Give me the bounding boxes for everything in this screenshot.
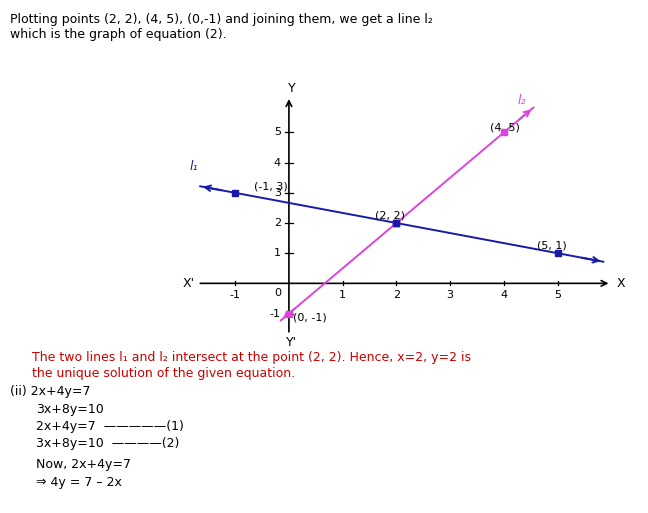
Text: Now, 2x+4y=7: Now, 2x+4y=7: [36, 458, 131, 470]
Text: (5, 1): (5, 1): [537, 241, 567, 251]
Text: 2: 2: [273, 218, 281, 228]
Text: 2x+4y=7  —————(1): 2x+4y=7 —————(1): [36, 420, 183, 432]
Text: -1: -1: [270, 308, 281, 319]
Text: which is the graph of equation (2).: which is the graph of equation (2).: [10, 28, 226, 41]
Text: 1: 1: [274, 248, 281, 258]
Text: 0: 0: [274, 288, 281, 298]
Text: 5: 5: [274, 127, 281, 137]
Text: 5: 5: [554, 290, 561, 300]
Text: l₂: l₂: [517, 94, 526, 107]
Text: 3: 3: [446, 290, 454, 300]
Text: ⇒ 4y = 7 – 2x: ⇒ 4y = 7 – 2x: [36, 476, 122, 489]
Text: The two lines l₁ and l₂ intersect at the point (2, 2). Hence, x=2, y=2 is: The two lines l₁ and l₂ intersect at the…: [32, 351, 471, 364]
Text: (0, -1): (0, -1): [293, 312, 327, 322]
Text: 4: 4: [273, 157, 281, 168]
Text: X': X': [183, 277, 195, 290]
Text: 3: 3: [274, 188, 281, 198]
Text: Y': Y': [286, 336, 297, 349]
Text: the unique solution of the given equation.: the unique solution of the given equatio…: [32, 367, 295, 380]
Text: (4, 5): (4, 5): [491, 123, 520, 133]
Text: 3x+8y=10: 3x+8y=10: [36, 403, 104, 416]
Text: Y: Y: [288, 82, 295, 95]
Text: l₁: l₁: [189, 160, 198, 173]
Text: 1: 1: [339, 290, 346, 300]
Text: Plotting points (2, 2), (4, 5), (0,-1) and joining them, we get a line l₂: Plotting points (2, 2), (4, 5), (0,-1) a…: [10, 13, 433, 26]
Text: (ii) 2x+4y=7: (ii) 2x+4y=7: [10, 385, 90, 398]
Text: X: X: [617, 277, 625, 290]
Text: 4: 4: [500, 290, 507, 300]
Text: 3x+8y=10  ————(2): 3x+8y=10 ————(2): [36, 437, 179, 449]
Text: 2: 2: [393, 290, 400, 300]
Text: (-1, 3): (-1, 3): [254, 182, 288, 192]
Text: (2, 2): (2, 2): [375, 210, 405, 221]
Text: -1: -1: [229, 290, 240, 300]
